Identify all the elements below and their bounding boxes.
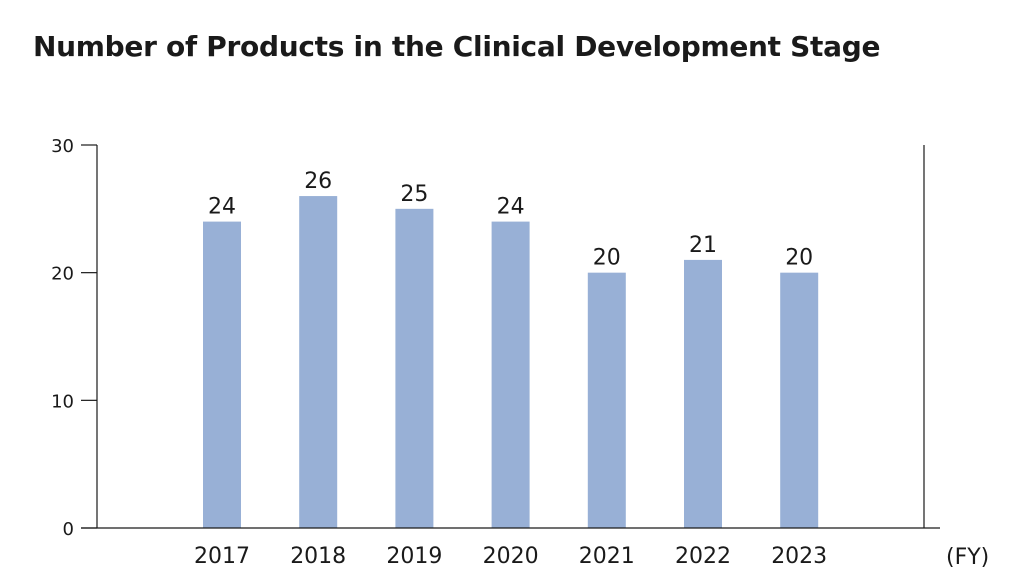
x-tick-label: 2019 — [386, 544, 442, 569]
data-label: 24 — [497, 195, 525, 220]
bar — [491, 221, 530, 528]
x-axis-unit-label: (FY) — [946, 545, 989, 570]
data-label: 24 — [208, 195, 236, 220]
bar — [299, 196, 338, 529]
chart-title: Number of Products in the Clinical Devel… — [33, 30, 881, 63]
data-label: 25 — [400, 182, 428, 207]
bar — [395, 208, 434, 529]
data-label: 21 — [689, 233, 717, 258]
x-tick-label: 2022 — [675, 544, 731, 569]
x-tick-label: 2017 — [194, 544, 250, 569]
x-tick-label: 2018 — [290, 544, 346, 569]
bar — [587, 272, 626, 528]
x-tick-label: 2021 — [579, 544, 635, 569]
y-tick-label: 20 — [51, 264, 74, 285]
data-label: 20 — [785, 246, 813, 271]
bar — [684, 259, 722, 528]
x-tick-label: 2020 — [483, 544, 539, 569]
data-label: 26 — [304, 169, 332, 194]
y-tick-label: 30 — [51, 136, 74, 157]
bar — [203, 221, 241, 528]
bar — [780, 272, 819, 528]
data-label: 20 — [593, 246, 621, 271]
bars-group: 24 26 25 24 20 21 20 — [203, 169, 819, 529]
x-axis-group: 2017 2018 2019 2020 2021 2022 2023 — [81, 527, 940, 569]
y-tick-label: 0 — [63, 519, 74, 540]
x-tick-label: 2023 — [771, 544, 827, 569]
y-tick-label: 10 — [51, 391, 74, 412]
